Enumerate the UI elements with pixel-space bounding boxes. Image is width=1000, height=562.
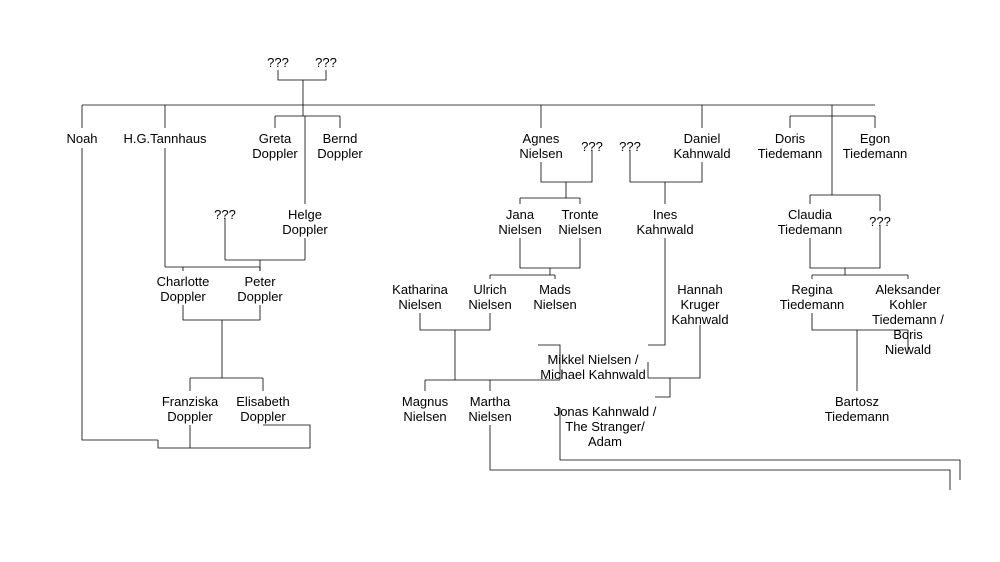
node-franziska: Franziska Doppler [162,395,218,425]
tree-edge [278,70,326,80]
node-regina: Regina Tiedemann [780,283,845,313]
tree-edge [158,425,310,448]
tree-edge [490,275,555,279]
node-claudia: Claudia Tiedemann [778,208,843,238]
node-ulrich: Ulrich Nielsen [468,283,511,313]
node-elisabeth: Elisabeth Doppler [236,395,289,425]
tree-edge [520,238,580,268]
tree-edge [790,116,875,128]
node-agnes: Agnes Nielsen [519,132,562,162]
node-tannhaus: H.G.Tannhaus [123,132,206,147]
node-tronte: Tronte Nielsen [558,208,601,238]
family-tree-lines [0,0,1000,562]
node-q_ines: ??? [619,140,641,155]
node-noah: Noah [66,132,97,147]
node-bartosz: Bartosz Tiedemann [825,395,890,425]
node-jonas: Jonas Kahnwald / The Stranger/ Adam [554,405,657,450]
node-peter: Peter Doppler [237,275,283,305]
tree-edge [520,198,580,204]
node-daniel: Daniel Kahnwald [673,132,730,162]
node-katharina: Katharina Nielsen [392,283,448,313]
node-doris: Doris Tiedemann [758,132,823,162]
node-magnus: Magnus Nielsen [402,395,448,425]
node-bernd: Bernd Doppler [317,132,363,162]
node-aleksander: Aleksander Kohler Tiedemann / Boris Niew… [872,283,944,358]
tree-edge [648,238,665,345]
node-mads: Mads Nielsen [533,283,576,313]
node-top_q2: ??? [315,56,337,71]
node-jana: Jana Nielsen [498,208,541,238]
tree-edge [275,116,340,128]
node-helge: Helge Doppler [282,208,328,238]
node-greta: Greta Doppler [252,132,298,162]
node-charlotte: Charlotte Doppler [157,275,210,305]
node-top_q1: ??? [267,56,289,71]
node-q_regina: ??? [869,215,891,230]
tree-edge [648,325,700,378]
node-mikkel: Mikkel Nielsen / Michael Kahnwald [540,353,646,383]
tree-edge [190,378,263,391]
tree-edge [165,267,260,271]
node-hannah: Hannah Kruger Kahnwald [671,283,728,328]
node-q_peter: ??? [214,208,236,223]
node-egon: Egon Tiedemann [843,132,908,162]
node-ines: Ines Kahnwald [636,208,693,238]
tree-edge [183,305,260,320]
tree-edge [420,313,490,330]
node-martha: Martha Nielsen [468,395,511,425]
tree-edge [655,378,670,397]
tree-edge [82,148,158,440]
node-q_agnes: ??? [581,140,603,155]
tree-edge [812,275,908,279]
